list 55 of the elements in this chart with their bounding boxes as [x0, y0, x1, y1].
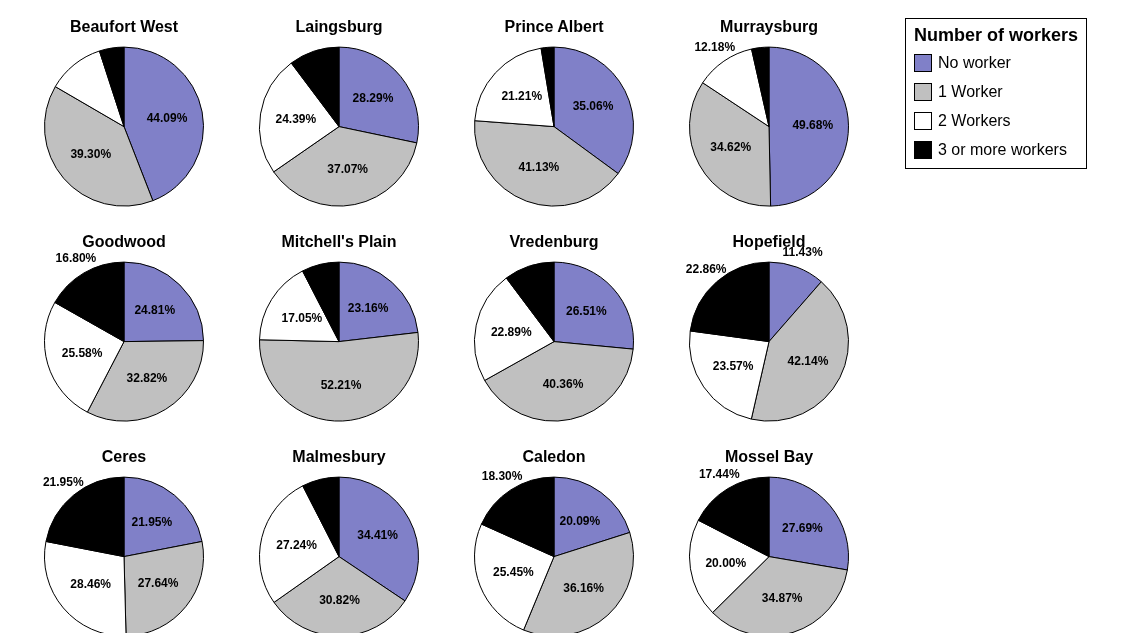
chart-title: Vredenburg: [509, 233, 599, 251]
legend-label: 3 or more workers: [938, 140, 1067, 159]
data-label: 40.36%: [542, 376, 584, 391]
chart-title: Caledon: [522, 448, 586, 466]
chart-title: Goodwood: [82, 233, 166, 251]
data-label: 37.07%: [327, 161, 369, 176]
data-label: 20.09%: [559, 513, 601, 528]
data-label: 17.44%: [698, 467, 740, 482]
legend-label: No worker: [938, 53, 1011, 72]
chart-title: Prince Albert: [504, 18, 605, 36]
data-label: 30.82%: [319, 592, 361, 607]
data-label: 35.06%: [572, 99, 614, 114]
chart-title: Mitchell's Plain: [281, 233, 397, 251]
data-label: 22.86%: [685, 262, 727, 276]
data-label: 25.58%: [61, 346, 103, 361]
chart-title: Murraysburg: [720, 18, 818, 36]
chart-title: Laingsburg: [295, 18, 383, 36]
legend-title: Number of workers: [914, 25, 1079, 46]
data-label: 12.18%: [694, 40, 736, 55]
data-label: 18.30%: [481, 468, 523, 483]
chart-title: Beaufort West: [69, 18, 179, 36]
data-label: 21.21%: [501, 89, 543, 104]
data-label: 26.51%: [566, 304, 608, 319]
data-label: 52.21%: [320, 377, 362, 392]
legend-label: 1 Worker: [938, 82, 1003, 101]
data-label: 25.45%: [493, 565, 535, 580]
data-label: 24.81%: [134, 302, 176, 317]
data-label: 34.41%: [357, 528, 399, 543]
data-label: 32.82%: [126, 371, 168, 386]
data-label: 28.29%: [352, 91, 394, 106]
data-label: 24.39%: [275, 111, 317, 126]
data-label: 23.57%: [712, 358, 754, 373]
data-label: 17.05%: [281, 310, 323, 325]
data-label: 39.30%: [70, 147, 112, 162]
data-label: 34.87%: [761, 590, 803, 605]
data-label: 23.16%: [347, 301, 389, 316]
data-label: 28.46%: [70, 577, 112, 592]
data-label: 20.00%: [705, 555, 747, 570]
chart-title: Mossel Bay: [724, 448, 814, 466]
data-label: 21.95%: [42, 475, 84, 490]
data-label: 27.69%: [782, 520, 824, 535]
data-label: 34.62%: [710, 140, 752, 154]
data-label: 27.24%: [276, 538, 318, 553]
data-label: 49.68%: [792, 118, 834, 133]
chart-title: Malmesbury: [292, 448, 386, 466]
data-label: 27.64%: [137, 576, 179, 591]
data-label: 44.09%: [146, 110, 188, 125]
legend-label: 2 Workers: [938, 111, 1011, 130]
data-label: 22.89%: [490, 324, 532, 339]
chart-title: Ceres: [101, 448, 147, 466]
data-label: 36.16%: [563, 581, 605, 596]
data-label: 16.80%: [55, 251, 97, 266]
data-label: 21.95%: [131, 515, 173, 530]
data-label: 42.14%: [787, 353, 829, 368]
data-label: 41.13%: [518, 159, 560, 174]
